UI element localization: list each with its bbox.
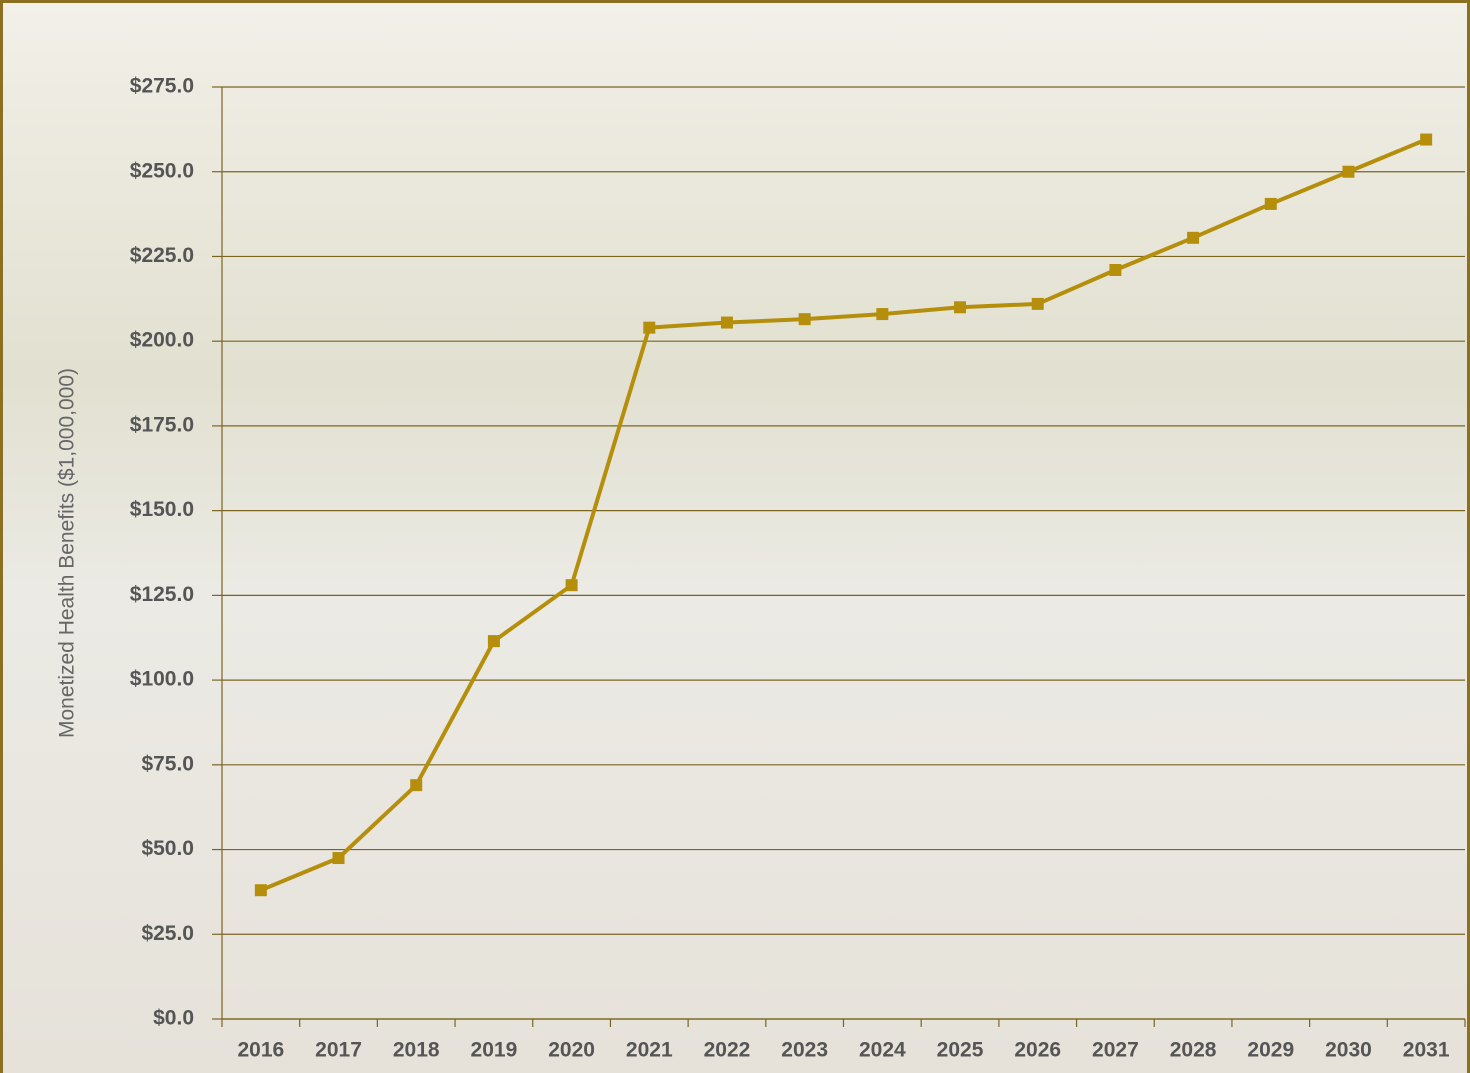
- marker: [333, 852, 345, 864]
- marker: [1187, 232, 1199, 244]
- x-tick-label: 2031: [1403, 1039, 1450, 1062]
- marker: [876, 308, 888, 320]
- page: Monetized Health Benefits ($1,000,000) $…: [0, 0, 1470, 1073]
- y-tick-label: $50.0: [141, 837, 194, 860]
- x-tick-label: 2018: [393, 1039, 440, 1062]
- marker: [1109, 264, 1121, 276]
- x-tick-label: 2024: [859, 1039, 906, 1062]
- x-tick-label: 2016: [237, 1039, 284, 1062]
- y-tick-label: $75.0: [141, 752, 194, 775]
- y-tick-label: $125.0: [130, 583, 194, 606]
- marker: [954, 301, 966, 313]
- marker: [1032, 298, 1044, 310]
- y-tick-label: $100.0: [130, 668, 194, 691]
- marker: [721, 317, 733, 329]
- x-tick-label: 2019: [471, 1039, 518, 1062]
- y-tick-label: $0.0: [153, 1007, 194, 1030]
- x-tick-label: 2020: [548, 1039, 595, 1062]
- chart: Monetized Health Benefits ($1,000,000) $…: [0, 0, 1470, 1073]
- marker: [1342, 166, 1354, 178]
- background: [0, 0, 1470, 1073]
- x-tick-label: 2026: [1014, 1039, 1061, 1062]
- y-tick-label: $25.0: [141, 922, 194, 945]
- marker: [410, 779, 422, 791]
- x-tick-label: 2028: [1170, 1039, 1217, 1062]
- x-tick-label: 2017: [315, 1039, 362, 1062]
- x-tick-label: 2023: [781, 1039, 828, 1062]
- marker: [255, 884, 267, 896]
- marker: [1420, 134, 1432, 146]
- marker: [488, 635, 500, 647]
- y-tick-label: $225.0: [130, 244, 194, 267]
- x-tick-label: 2025: [937, 1039, 984, 1062]
- x-tick-label: 2022: [704, 1039, 751, 1062]
- x-tick-label: 2030: [1325, 1039, 1372, 1062]
- x-tick-label: 2029: [1247, 1039, 1294, 1062]
- y-tick-label: $250.0: [130, 159, 194, 182]
- y-axis-label: Monetized Health Benefits ($1,000,000): [56, 368, 79, 738]
- marker: [643, 322, 655, 334]
- x-tick-label: 2021: [626, 1039, 673, 1062]
- y-tick-label: $175.0: [130, 413, 194, 436]
- y-tick-label: $200.0: [130, 329, 194, 352]
- y-tick-label: $150.0: [130, 498, 194, 521]
- marker: [566, 579, 578, 591]
- marker: [1265, 198, 1277, 210]
- marker: [799, 313, 811, 325]
- x-tick-label: 2027: [1092, 1039, 1139, 1062]
- y-tick-label: $275.0: [130, 75, 194, 98]
